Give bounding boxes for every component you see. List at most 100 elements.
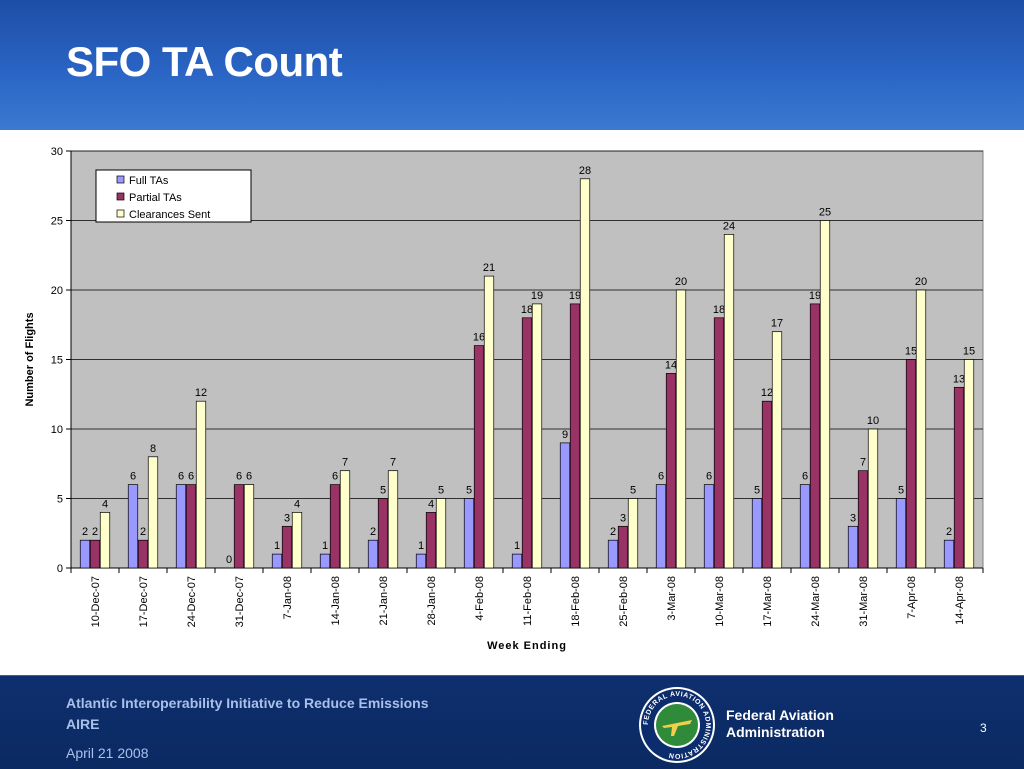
legend-swatch — [116, 209, 125, 218]
bar — [89, 539, 101, 569]
data-label: 18 — [521, 304, 533, 316]
bar — [473, 345, 485, 569]
bar — [463, 498, 475, 569]
bar — [723, 234, 735, 569]
data-label: 4 — [428, 498, 434, 510]
bar — [243, 484, 255, 569]
bar — [185, 484, 197, 569]
x-tick-label: 3-Mar-08 — [666, 576, 678, 621]
data-label: 13 — [953, 373, 965, 385]
chart-area: 0 5 10 15 20 25 30 10-Dec-07 2 2 4 17-Dec-07 6 2 8 24-D… — [0, 130, 1024, 675]
agency-name-line2: Administration — [726, 724, 825, 740]
data-label: 8 — [150, 443, 156, 455]
slide-header: SFO TA Count — [0, 0, 1024, 130]
y-axis-title: Number of Flights — [24, 312, 36, 406]
footer-program-name: Atlantic Interoperability Initiative to … — [66, 695, 429, 711]
data-label: 7 — [342, 457, 348, 469]
data-label: 5 — [630, 485, 636, 497]
data-label: 20 — [915, 276, 927, 288]
bar — [339, 470, 351, 569]
bar — [329, 484, 341, 569]
bar — [367, 539, 379, 569]
bar — [751, 498, 763, 569]
data-label: 16 — [473, 332, 485, 344]
y-tick-label: 5 — [57, 494, 63, 506]
legend-swatch — [116, 192, 125, 201]
bar — [953, 386, 965, 569]
x-tick-label: 17-Dec-07 — [138, 576, 150, 627]
data-label: 7 — [390, 457, 396, 469]
bar — [99, 512, 111, 569]
bar — [483, 275, 495, 569]
bar — [147, 456, 159, 569]
legend-label: Full TAs — [129, 175, 169, 187]
bar — [127, 484, 139, 569]
bar — [511, 553, 523, 569]
bar — [291, 512, 303, 569]
data-label: 5 — [754, 485, 760, 497]
x-tick-label: 24-Dec-07 — [186, 576, 198, 627]
x-axis-title: Week Ending — [487, 640, 567, 652]
x-tick-label: 17-Mar-08 — [762, 576, 774, 627]
bar — [943, 539, 955, 569]
data-label: 18 — [713, 304, 725, 316]
bar — [915, 289, 927, 569]
data-label: 6 — [236, 471, 242, 483]
bar — [521, 317, 533, 569]
x-tick-label: 31-Mar-08 — [858, 576, 870, 627]
data-label: 2 — [610, 526, 616, 538]
data-label: 28 — [579, 165, 591, 177]
data-label: 2 — [82, 526, 88, 538]
legend-label: Clearances Sent — [129, 209, 210, 221]
bar — [627, 498, 639, 569]
bar — [799, 484, 811, 569]
data-label: 5 — [898, 485, 904, 497]
data-label: 17 — [771, 318, 783, 330]
data-label: 6 — [706, 471, 712, 483]
bar — [905, 359, 917, 569]
data-label: 6 — [332, 471, 338, 483]
footer-program-acronym: AIRE — [66, 716, 100, 732]
x-tick-label: 31-Dec-07 — [234, 576, 246, 627]
y-tick-label: 15 — [51, 355, 63, 367]
bar — [415, 553, 427, 569]
data-label: 25 — [819, 207, 831, 219]
bar — [387, 470, 399, 569]
bar — [665, 373, 677, 569]
y-tick-label: 25 — [51, 216, 63, 228]
slide-footer: Atlantic Interoperability Initiative to … — [0, 675, 1024, 769]
x-tick-label: 10-Mar-08 — [714, 576, 726, 627]
data-label: 2 — [946, 526, 952, 538]
bar — [675, 289, 687, 569]
bar — [195, 400, 207, 569]
agency-name-line1: Federal Aviation — [726, 707, 834, 723]
y-tick-label: 0 — [57, 563, 63, 575]
data-label: 19 — [809, 290, 821, 302]
legend: Full TAs Partial TAs Clearances Sent — [95, 169, 252, 223]
bar — [809, 303, 821, 569]
x-tick-label: 11-Feb-08 — [522, 576, 534, 626]
x-tick-label: 7-Jan-08 — [282, 576, 294, 619]
bar — [271, 553, 283, 569]
x-tick-label: 25-Feb-08 — [618, 576, 630, 627]
x-tick-label: 14-Jan-08 — [330, 576, 342, 626]
bar — [963, 359, 975, 569]
bar — [703, 484, 715, 569]
bar — [233, 484, 245, 569]
bar — [579, 178, 591, 569]
data-label: 9 — [562, 429, 568, 441]
agency-name: Federal Aviation Administration — [726, 707, 834, 741]
slide-title: SFO TA Count — [66, 38, 343, 85]
bar — [569, 303, 581, 569]
data-label: 1 — [322, 540, 328, 552]
bar — [435, 498, 447, 569]
data-label: 6 — [130, 471, 136, 483]
data-label: 5 — [466, 485, 472, 497]
bar — [281, 525, 293, 569]
data-label: 21 — [483, 262, 495, 274]
data-label: 7 — [860, 457, 866, 469]
x-tick-label: 21-Jan-08 — [378, 576, 390, 626]
bar — [79, 539, 91, 569]
x-tick-label: 24-Mar-08 — [810, 576, 822, 627]
